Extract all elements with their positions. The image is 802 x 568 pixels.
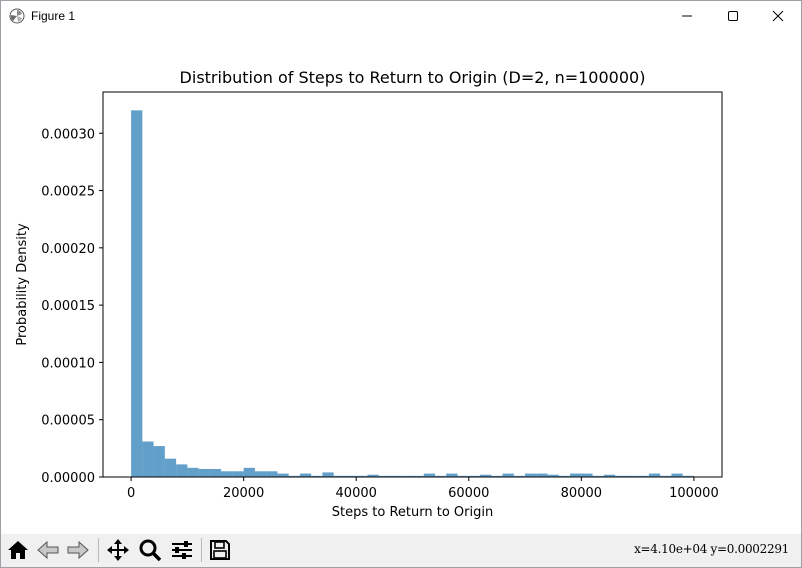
back-arrow-icon [37, 540, 59, 560]
histogram-bar [637, 475, 649, 477]
histogram-chart: 0 20000 40000 60000 80000 100000 0.00000 0.000… [15, 68, 723, 520]
configure-subplots-button[interactable] [168, 536, 196, 564]
histogram-bar [232, 471, 244, 477]
histogram-bar [288, 475, 300, 477]
x-tick-label: 20000 [223, 486, 264, 501]
save-button[interactable] [206, 536, 234, 564]
title-bar[interactable]: Figure 1 [1, 1, 801, 31]
histogram-bar [198, 468, 210, 477]
histogram-bar [176, 464, 188, 477]
histogram-bar [209, 468, 222, 477]
histogram-bar [333, 475, 345, 477]
figure-canvas[interactable]: 0 20000 40000 60000 80000 100000 0.00000 0.000… [1, 31, 801, 534]
forward-button[interactable] [64, 536, 92, 564]
minimize-button[interactable] [664, 1, 710, 31]
histogram-bar [356, 475, 368, 477]
maximize-icon [728, 11, 738, 21]
histogram-bar [671, 473, 683, 477]
minimize-icon [682, 15, 692, 17]
histogram-bar [401, 475, 413, 477]
x-axis-label: Steps to Return to Origin [332, 505, 493, 520]
y-tick-label: 0.00010 [41, 356, 95, 371]
toolbar-separator [201, 538, 202, 562]
histogram-bar [547, 474, 559, 477]
histogram-bar [648, 473, 661, 477]
navigation-toolbar: x=4.10e+04 y=0.0002291 [1, 534, 801, 567]
home-icon [8, 541, 28, 559]
x-tick-label: 80000 [561, 486, 602, 501]
axes-frame [102, 91, 723, 478]
histogram-bar [626, 475, 638, 477]
toolbar-separator [98, 538, 99, 562]
histogram-bar [660, 475, 672, 477]
histogram-bar [603, 474, 616, 477]
y-axis-label: Probability Density [15, 223, 30, 346]
matplotlib-icon [9, 8, 25, 24]
histogram-bar [243, 467, 255, 477]
y-tick-label: 0.00015 [41, 299, 95, 314]
zoom-button[interactable] [136, 536, 164, 564]
y-tick-label: 0.00000 [41, 471, 95, 486]
histogram-bar [367, 474, 379, 477]
histogram-bar [277, 473, 289, 477]
histogram-bar [311, 475, 323, 477]
chart-title: Distribution of Steps to Return to Origi… [180, 68, 646, 87]
x-tick-label: 40000 [336, 486, 377, 501]
histogram-bar [536, 473, 548, 477]
histogram-bar [254, 471, 267, 477]
maximize-button[interactable] [710, 1, 756, 31]
zoom-icon [139, 539, 162, 562]
histogram-bar [491, 475, 503, 477]
close-button[interactable] [755, 1, 801, 31]
pan-icon [107, 539, 129, 561]
back-button[interactable] [34, 536, 62, 564]
histogram-bar [435, 475, 447, 477]
histogram-bar [423, 473, 436, 477]
histogram-bar [266, 471, 278, 477]
histogram-bar [558, 475, 571, 477]
histogram-bar [457, 475, 469, 477]
histogram-bar [389, 475, 402, 477]
histogram-bar [187, 467, 199, 477]
home-button[interactable] [4, 536, 32, 564]
histogram-bar [299, 473, 312, 477]
y-tick-label: 0.00030 [41, 127, 95, 142]
x-tick-label: 100000 [669, 486, 719, 501]
histogram-bar [378, 475, 390, 477]
histogram-bar [525, 473, 537, 477]
histogram-bar [682, 475, 694, 477]
pan-button[interactable] [104, 536, 132, 564]
close-icon [772, 10, 784, 22]
cursor-coordinates: x=4.10e+04 y=0.0002291 [634, 542, 789, 556]
configure-subplots-icon [172, 541, 192, 559]
y-tick-label: 0.00025 [41, 185, 95, 200]
forward-arrow-icon [67, 540, 89, 560]
histogram-bar [142, 441, 154, 477]
histogram-bar [480, 474, 492, 477]
histogram-bar [412, 475, 424, 477]
histogram-bar [344, 475, 357, 477]
window-title: Figure 1 [31, 9, 76, 23]
y-tick-label: 0.00020 [41, 242, 95, 257]
histogram-bar [615, 475, 627, 477]
histogram-bar [446, 473, 458, 477]
histogram-bar [502, 473, 514, 477]
y-tick-label: 0.00005 [41, 414, 95, 429]
histogram-bar [322, 472, 334, 477]
histogram-bar [131, 110, 143, 477]
histogram-bar [592, 475, 604, 477]
x-tick-label: 60000 [448, 486, 489, 501]
histogram-bar [164, 458, 177, 477]
save-icon [210, 540, 230, 560]
histogram-bar [513, 475, 526, 477]
histogram-bar [581, 473, 593, 477]
histogram-bar [221, 471, 233, 477]
x-tick-label: 0 [127, 486, 135, 501]
histogram-bar [153, 446, 165, 477]
histogram-bar [468, 475, 481, 477]
histogram-bar [570, 473, 582, 477]
